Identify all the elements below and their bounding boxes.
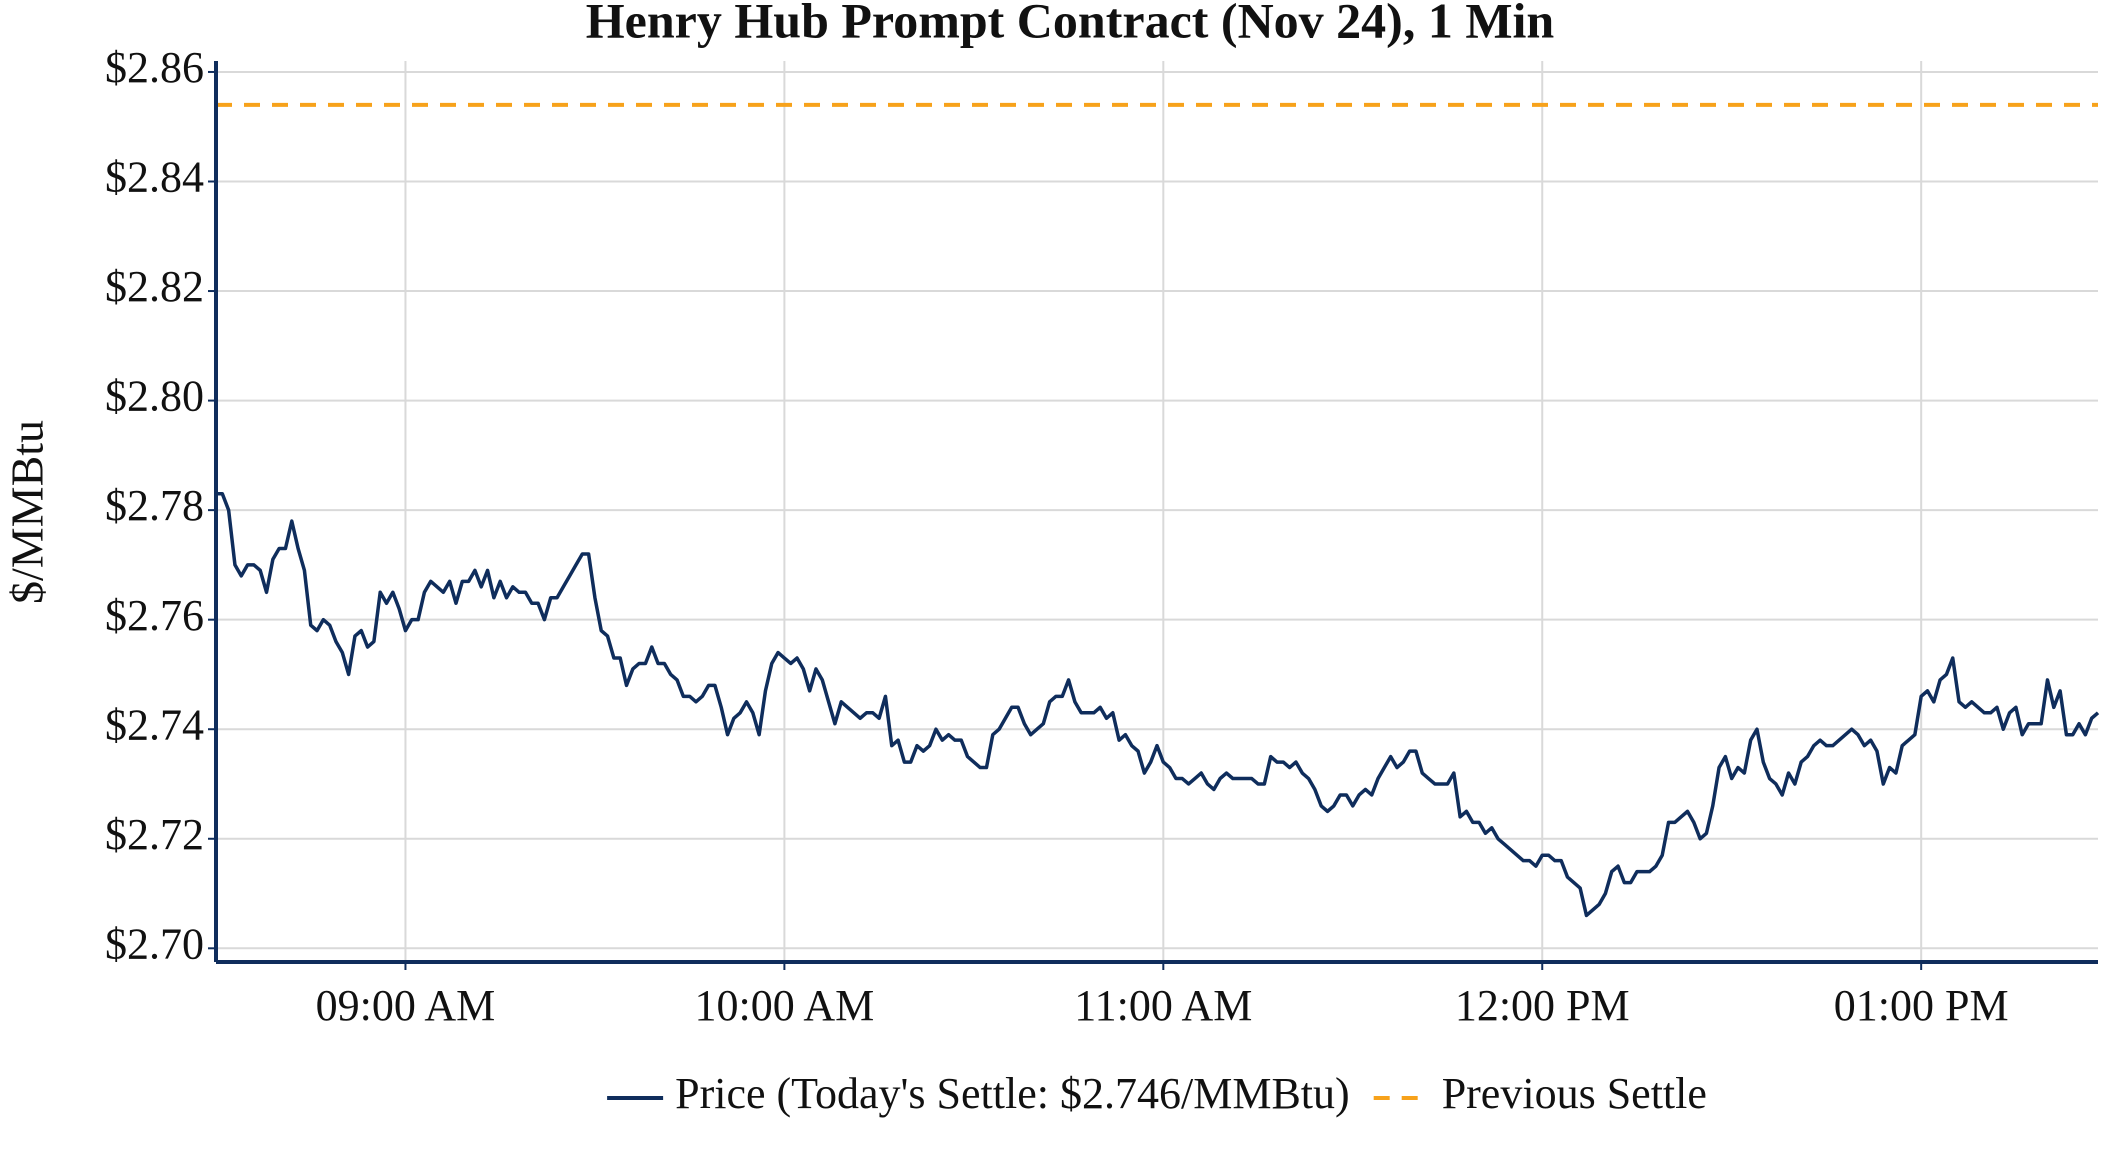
grid <box>216 61 2098 962</box>
y-tick-label: $2.78 <box>105 481 204 530</box>
x-tick-label: 12:00 PM <box>1455 981 1630 1030</box>
y-tick-label: $2.86 <box>105 43 204 92</box>
y-tick-label: $2.72 <box>105 810 204 859</box>
legend-label: Previous Settle <box>1442 1069 1707 1118</box>
y-tick-label: $2.82 <box>105 262 204 311</box>
y-tick-label: $2.80 <box>105 372 204 421</box>
chart-title: Henry Hub Prompt Contract (Nov 24), 1 Mi… <box>586 0 1555 48</box>
legend-label: Price (Today's Settle: $2.746/MMBtu) <box>675 1069 1350 1118</box>
axes: $2.70 $2.72 $2.74 $2.76 $2.78 $2.80 $2.82 $2.84… <box>105 43 2098 1030</box>
price-line <box>216 491 2100 918</box>
y-tick-label: $2.76 <box>105 591 204 640</box>
legend: Price (Today's Settle: $2.746/MMBtu) Prev… <box>607 1069 1707 1118</box>
x-tick-label: 01:00 PM <box>1834 981 2009 1030</box>
y-tick-label: $2.74 <box>105 700 204 749</box>
y-tick-label: $2.84 <box>105 153 204 202</box>
x-tick-label: 10:00 AM <box>695 981 875 1030</box>
x-tick-label: 09:00 AM <box>316 981 496 1030</box>
legend-item: Price (Today's Settle: $2.746/MMBtu) <box>607 1069 1350 1118</box>
legend-item: Previous Settle <box>1373 1069 1707 1118</box>
y-axis-label: $/MMBtu <box>2 420 53 604</box>
y-tick-label: $2.70 <box>105 919 204 968</box>
plot-area <box>216 102 2100 918</box>
x-tick-label: 11:00 AM <box>1074 981 1252 1030</box>
